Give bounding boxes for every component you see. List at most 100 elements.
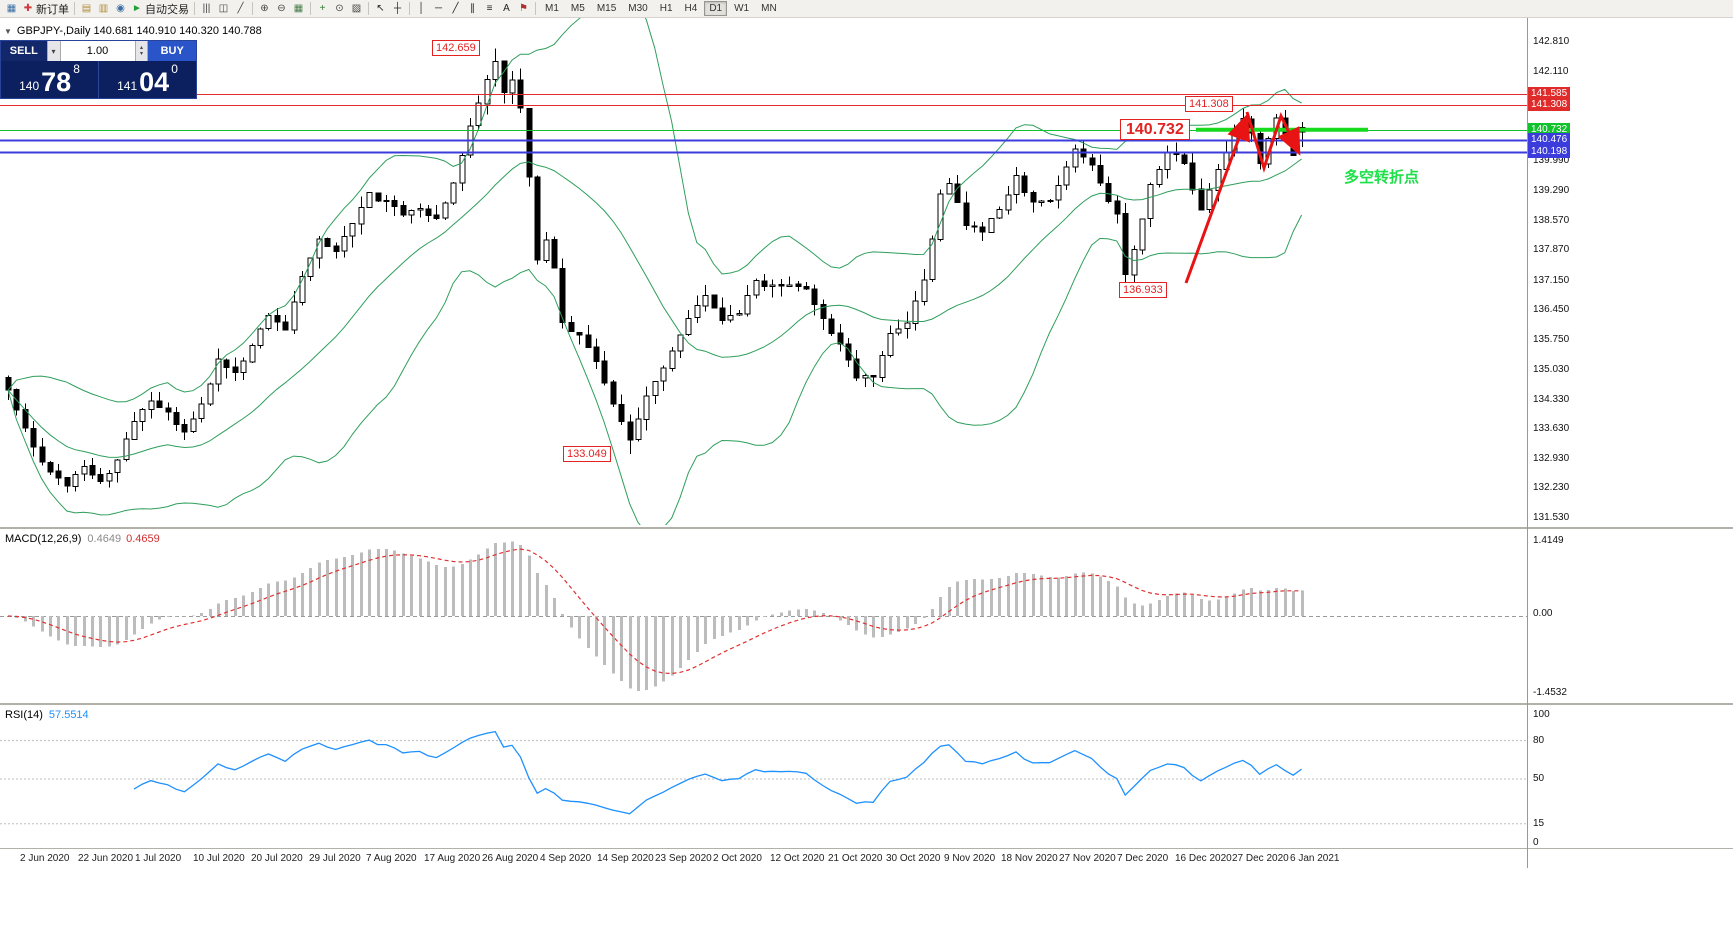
timeframe-M5[interactable]: M5 (570, 3, 585, 14)
rsi-name: RSI(14) (5, 709, 43, 721)
pivot-annotation-text[interactable]: 多空转折点 (1344, 169, 1420, 186)
sell-button[interactable]: SELL (1, 41, 47, 61)
macd-label: MACD(12,26,9) 0.4649 0.4659 (5, 533, 160, 545)
buy-price[interactable]: 141 04 0 (99, 61, 196, 98)
price-axis-label: 132.230 (1533, 482, 1570, 493)
rsi-axis-label: 0 (1533, 837, 1539, 848)
zigzag-arrow[interactable] (1245, 111, 1301, 173)
buy-button[interactable]: BUY (148, 41, 196, 61)
vertical-line-icon[interactable]: │ (413, 1, 430, 17)
rsi-panel: RSI(14) 57.5514 100 80 50 15 0 (0, 703, 1733, 848)
trade-widget-controls: SELL ▾ ▴ ▾ BUY (1, 41, 196, 61)
toolbar-separator (535, 2, 536, 15)
timeframe-D1[interactable]: D1 (704, 1, 728, 16)
new-chart-icon[interactable]: ▦ (3, 1, 20, 17)
channel-icon[interactable]: ∥ (464, 1, 481, 17)
profiles-icon[interactable]: ▥ (95, 1, 112, 17)
templates-icon-glyph: ▨ (351, 2, 362, 14)
line-chart-icon[interactable]: ╱ (232, 1, 249, 17)
timeframe-W1[interactable]: W1 (734, 3, 750, 14)
timeframe-H4[interactable]: H4 (684, 3, 698, 14)
charts-icon[interactable]: ▤ (78, 1, 95, 17)
zoom-out-icon-glyph: ⊖ (277, 2, 286, 14)
rsi-label: RSI(14) 57.5514 (5, 709, 89, 721)
text-icon[interactable]: A (498, 1, 515, 17)
candlestick-series (5, 48, 1306, 493)
stepper-down-icon[interactable]: ▾ (139, 51, 143, 57)
new-order-button[interactable]: ✚ 新订单 (20, 1, 71, 17)
macd-axis-label: -1.4532 (1533, 687, 1567, 698)
alerts-icon[interactable]: ◉ (112, 1, 129, 17)
text-icon-glyph: A (503, 2, 510, 14)
price-flag-133.049[interactable]: 133.049 (563, 446, 611, 462)
macd-main-value: 0.4649 (87, 533, 122, 545)
tile-windows-icon-glyph: ▦ (293, 2, 304, 14)
cursor-icon[interactable]: ↖ (372, 1, 389, 17)
date-label: 2 Jun 2020 (20, 853, 70, 864)
volume-input[interactable] (60, 41, 135, 61)
new-order-button-label: 新订单 (36, 3, 69, 16)
rsi-value: 57.5514 (48, 709, 89, 721)
main-chart-panel: ▼ GBPJPY-,Daily 140.681 140.910 140.320 … (0, 18, 1733, 525)
autotrading-button-glyph: ► (132, 2, 142, 14)
arrows-icon[interactable]: ⚑ (515, 1, 532, 17)
autotrading-button[interactable]: ► 自动交易 (129, 1, 191, 17)
date-label: 14 Sep 2020 (597, 853, 654, 864)
date-axis[interactable]: 2 Jun 2020 22 Jun 2020 1 Jul 2020 10 Jul 20… (0, 848, 1733, 868)
price-axis-label: 142.810 (1533, 36, 1570, 47)
horizontal-line-icon[interactable]: ─ (430, 1, 447, 17)
date-label: 2 Oct 2020 (713, 853, 762, 864)
timeframe-M1[interactable]: M1 (545, 3, 559, 14)
rsi-axis-label: 15 (1533, 818, 1545, 829)
date-label: 27 Dec 2020 (1232, 853, 1289, 864)
trendline-icon[interactable]: ╱ (447, 1, 464, 17)
indicators-icon[interactable]: + (314, 1, 331, 17)
window-bottom-area (0, 868, 1733, 942)
periods-icon[interactable]: ⊙ (331, 1, 348, 17)
volume-dropdown-icon[interactable]: ▾ (46, 41, 61, 61)
price-axis-tag: 140.198 (1528, 145, 1571, 158)
volume-stepper[interactable]: ▴ ▾ (134, 41, 149, 61)
collapse-trading-widget-icon[interactable]: ▼ (4, 26, 12, 36)
price-axis-label: 142.110 (1533, 66, 1569, 77)
stepper-up-icon[interactable]: ▴ (139, 45, 143, 51)
timeframe-M30[interactable]: M30 (628, 3, 648, 14)
candlestick-chart-icon[interactable]: ◫ (215, 1, 232, 17)
price-axis-tag: 141.585 (1528, 87, 1571, 100)
trend-arrow[interactable] (1184, 113, 1251, 284)
autotrading-button-label: 自动交易 (145, 3, 189, 16)
price-flag-136.933[interactable]: 136.933 (1119, 282, 1167, 298)
price-axis-label: 137.870 (1533, 244, 1570, 255)
macd-signal-line (7, 548, 1302, 675)
price-flag-140.732[interactable]: 140.732 (1120, 119, 1190, 140)
crosshair-icon[interactable]: ┼ (389, 1, 406, 17)
fibonacci-icon[interactable]: ≡ (481, 1, 498, 17)
price-flag-141.308[interactable]: 141.308 (1185, 96, 1233, 112)
tile-windows-icon[interactable]: ▦ (290, 1, 307, 17)
price-axis-label: 138.570 (1533, 215, 1570, 226)
price-axis-label: 131.530 (1533, 512, 1570, 523)
zoom-in-icon[interactable]: ⊕ (256, 1, 273, 17)
buy-price-big: 04 (139, 67, 170, 97)
timeframe-M15[interactable]: M15 (596, 3, 617, 14)
buy-price-sup: 0 (171, 62, 178, 76)
macd-axis-label: 0.00 (1533, 608, 1553, 619)
sell-price[interactable]: 140 78 8 (1, 61, 99, 98)
timeframe-H1[interactable]: H1 (659, 3, 673, 14)
cursor-icon-glyph: ↖ (376, 2, 385, 14)
price-axis-tag: 140.476 (1528, 133, 1571, 146)
toolbar-separator (252, 2, 253, 15)
vertical-line-icon-glyph: │ (418, 2, 425, 14)
bar-chart-icon[interactable]: ||| (198, 1, 215, 17)
templates-icon[interactable]: ▨ (348, 1, 365, 17)
timeframe-MN[interactable]: MN (761, 3, 777, 14)
zoom-out-icon[interactable]: ⊖ (273, 1, 290, 17)
date-label: 4 Sep 2020 (540, 853, 592, 864)
date-label: 23 Sep 2020 (655, 853, 712, 864)
date-label: 22 Jun 2020 (78, 853, 134, 864)
price-flag-142.659[interactable]: 142.659 (432, 40, 480, 56)
price-axis-label: 135.750 (1533, 334, 1570, 345)
trendline-icon-glyph: ╱ (452, 2, 459, 14)
symbol-ohlc-text: GBPJPY-,Daily 140.681 140.910 140.320 14… (16, 25, 262, 37)
rsi-axis-label: 100 (1533, 709, 1550, 720)
